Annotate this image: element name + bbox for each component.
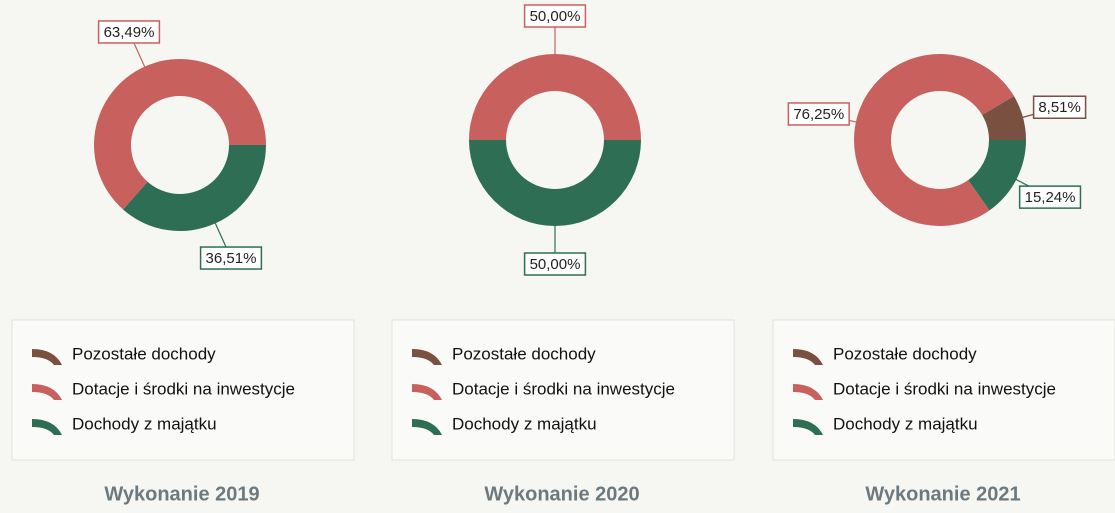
- data-label: 76,25%: [793, 106, 844, 123]
- label-box: [787, 102, 850, 126]
- donut-segment: [854, 54, 1014, 227]
- donut-segment: [123, 145, 267, 232]
- data-label: 8,51%: [1038, 99, 1081, 116]
- chart-title: Wykonanie 2020: [484, 483, 639, 505]
- data-label: 63,49%: [104, 24, 155, 41]
- data-label: 36,51%: [206, 250, 257, 267]
- legend-label: Pozostałe dochody: [833, 344, 977, 363]
- legend-icon: [32, 349, 62, 365]
- legend-box: [11, 319, 355, 461]
- donut-segment: [94, 58, 267, 210]
- legend-icon: [793, 419, 823, 435]
- donut-segment: [469, 140, 641, 226]
- label-box: [523, 4, 587, 28]
- legend-box: [772, 319, 1115, 461]
- data-label: 50,00%: [530, 8, 581, 25]
- label-box: [523, 252, 587, 276]
- legend-icon: [32, 419, 62, 435]
- legend-icon: [412, 419, 442, 435]
- legend-icon: [32, 384, 62, 400]
- donut-segment: [968, 140, 1026, 211]
- legend-label: Dochody z majątku: [72, 414, 217, 433]
- legend-label: Dotacje i środki na inwestycje: [452, 379, 675, 398]
- chart-title: Wykonanie 2019: [104, 483, 259, 505]
- label-box: [1018, 185, 1082, 209]
- legend-icon: [412, 384, 442, 400]
- legend-label: Dotacje i środki na inwestycje: [72, 379, 295, 398]
- donut-segment: [469, 54, 641, 140]
- legend-label: Pozostałe dochody: [452, 344, 596, 363]
- data-label: 50,00%: [530, 256, 581, 273]
- legend-icon: [793, 384, 823, 400]
- chart-title: Wykonanie 2021: [865, 483, 1020, 505]
- label-box: [1032, 95, 1087, 119]
- legend-icon: [412, 349, 442, 365]
- data-label: 15,24%: [1025, 189, 1076, 206]
- legend-label: Dochody z majątku: [452, 414, 597, 433]
- legend-box: [391, 319, 735, 461]
- label-box: [97, 20, 161, 44]
- legend-label: Dochody z majątku: [833, 414, 978, 433]
- legend-label: Pozostałe dochody: [72, 344, 216, 363]
- label-box: [199, 246, 263, 270]
- legend-label: Dotacje i środki na inwestycje: [833, 379, 1056, 398]
- donut-segment: [982, 96, 1026, 140]
- legend-icon: [793, 349, 823, 365]
